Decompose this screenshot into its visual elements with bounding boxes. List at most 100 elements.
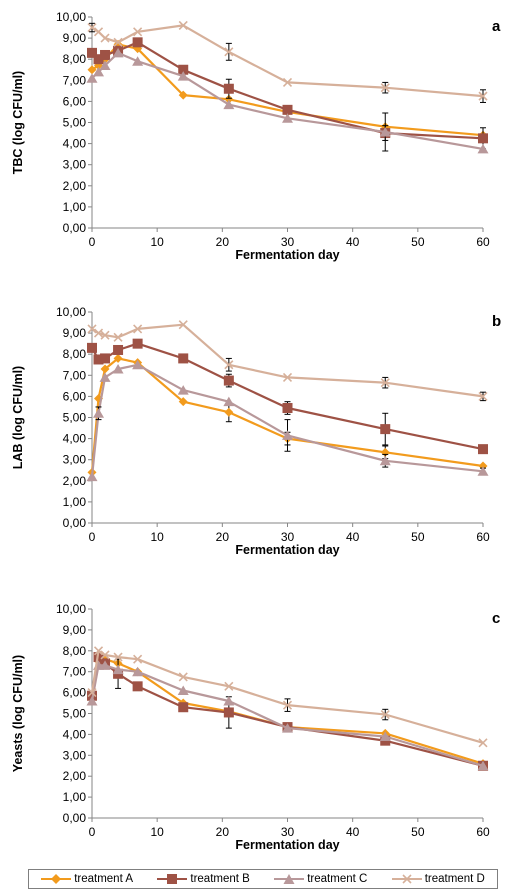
legend-label: treatment B [190, 873, 249, 885]
legend-label: treatment D [425, 873, 485, 885]
panel-label: c [492, 610, 500, 627]
x-tick-label: 40 [346, 825, 360, 839]
data-point [478, 133, 488, 143]
chart-panel-b: 0,001,002,003,004,005,006,007,008,009,00… [11, 305, 501, 557]
data-point [133, 681, 143, 691]
x-tick-label: 20 [216, 235, 230, 249]
x-tick-label: 60 [476, 530, 490, 544]
y-tick-label: 6,00 [63, 94, 87, 108]
data-point [478, 444, 488, 454]
data-point [133, 37, 143, 47]
legend-item-treatment-a: treatment A [41, 873, 133, 885]
y-tick-label: 6,00 [63, 389, 87, 403]
data-point [224, 408, 233, 417]
data-point [224, 707, 234, 717]
chart-panel-a: 0,001,002,003,004,005,006,007,008,009,00… [11, 10, 501, 262]
y-tick-label: 8,00 [63, 644, 87, 658]
chart-panel-c: 0,001,002,003,004,005,006,007,008,009,00… [11, 602, 500, 852]
x-tick-label: 20 [216, 825, 230, 839]
legend-item-treatment-c: treatment C [274, 873, 367, 885]
data-point [224, 84, 234, 94]
x-axis-title: Fermentation day [235, 838, 339, 852]
y-tick-label: 1,00 [63, 495, 87, 509]
y-tick-label: 2,00 [63, 769, 87, 783]
y-tick-label: 5,00 [63, 116, 87, 130]
x-tick-label: 0 [89, 530, 96, 544]
y-tick-label: 5,00 [63, 411, 87, 425]
x-tick-label: 40 [346, 530, 360, 544]
y-tick-label: 9,00 [63, 31, 87, 45]
series-treatment-A [88, 40, 488, 140]
legend: treatment A treatment B treatment C trea… [28, 869, 498, 889]
data-point [178, 353, 188, 363]
series-treatment-B [87, 37, 488, 149]
y-tick-label: 9,00 [63, 326, 87, 340]
y-axis-title: Yeasts (log CFU/ml) [11, 655, 25, 772]
series-treatment-A [88, 354, 488, 477]
y-tick-label: 10,00 [56, 602, 86, 616]
y-tick-label: 3,00 [63, 158, 87, 172]
y-tick-label: 4,00 [63, 727, 87, 741]
data-point [178, 702, 188, 712]
x-tick-label: 30 [281, 825, 295, 839]
data-point [87, 343, 97, 353]
data-point [178, 385, 189, 395]
legend-marker-square-icon [157, 873, 187, 885]
panel-label: a [492, 18, 501, 35]
data-point [224, 376, 234, 386]
y-tick-label: 2,00 [63, 474, 87, 488]
x-axis-title: Fermentation day [235, 248, 339, 262]
x-tick-label: 50 [411, 825, 425, 839]
y-tick-label: 5,00 [63, 707, 87, 721]
y-tick-label: 4,00 [63, 137, 87, 151]
legend-marker-diamond-icon [41, 873, 71, 885]
y-tick-label: 8,00 [63, 347, 87, 361]
data-point [283, 403, 293, 413]
data-point [133, 339, 143, 349]
panel-label: b [492, 313, 501, 330]
x-tick-label: 50 [411, 235, 425, 249]
y-tick-label: 7,00 [63, 665, 87, 679]
legend-label: treatment A [74, 873, 133, 885]
y-tick-label: 1,00 [63, 790, 87, 804]
data-point [132, 56, 143, 65]
x-tick-label: 50 [411, 530, 425, 544]
series-treatment-D [88, 21, 487, 102]
series-treatment-D [88, 321, 487, 401]
y-tick-label: 3,00 [63, 453, 87, 467]
y-tick-label: 0,00 [63, 811, 87, 825]
data-point [100, 353, 110, 363]
y-axis-title: TBC (log CFU/ml) [11, 71, 25, 174]
legend-marker-x-icon [392, 873, 422, 885]
y-tick-label: 4,00 [63, 432, 87, 446]
y-tick-label: 6,00 [63, 686, 87, 700]
x-tick-label: 0 [89, 235, 96, 249]
x-tick-label: 30 [281, 530, 295, 544]
x-tick-label: 10 [150, 530, 164, 544]
series-line [92, 325, 483, 397]
x-tick-label: 20 [216, 530, 230, 544]
x-tick-label: 30 [281, 235, 295, 249]
x-axis-title: Fermentation day [235, 543, 339, 557]
data-point [113, 345, 123, 355]
x-tick-label: 60 [476, 235, 490, 249]
x-tick-label: 10 [150, 235, 164, 249]
x-tick-label: 10 [150, 825, 164, 839]
y-axis-title: LAB (log CFU/ml) [11, 366, 25, 469]
legend-item-treatment-b: treatment B [157, 873, 249, 885]
series-line [92, 358, 483, 472]
y-tick-label: 8,00 [63, 52, 87, 66]
x-tick-label: 40 [346, 235, 360, 249]
legend-label: treatment C [307, 873, 367, 885]
x-tick-label: 60 [476, 825, 490, 839]
y-tick-label: 10,00 [56, 10, 86, 24]
series-treatment-C [87, 48, 489, 154]
y-tick-label: 3,00 [63, 748, 87, 762]
y-tick-label: 7,00 [63, 368, 87, 382]
y-tick-label: 1,00 [63, 200, 87, 214]
data-point [380, 424, 390, 434]
y-tick-label: 2,00 [63, 179, 87, 193]
y-tick-label: 0,00 [63, 221, 87, 235]
data-point [178, 686, 189, 696]
